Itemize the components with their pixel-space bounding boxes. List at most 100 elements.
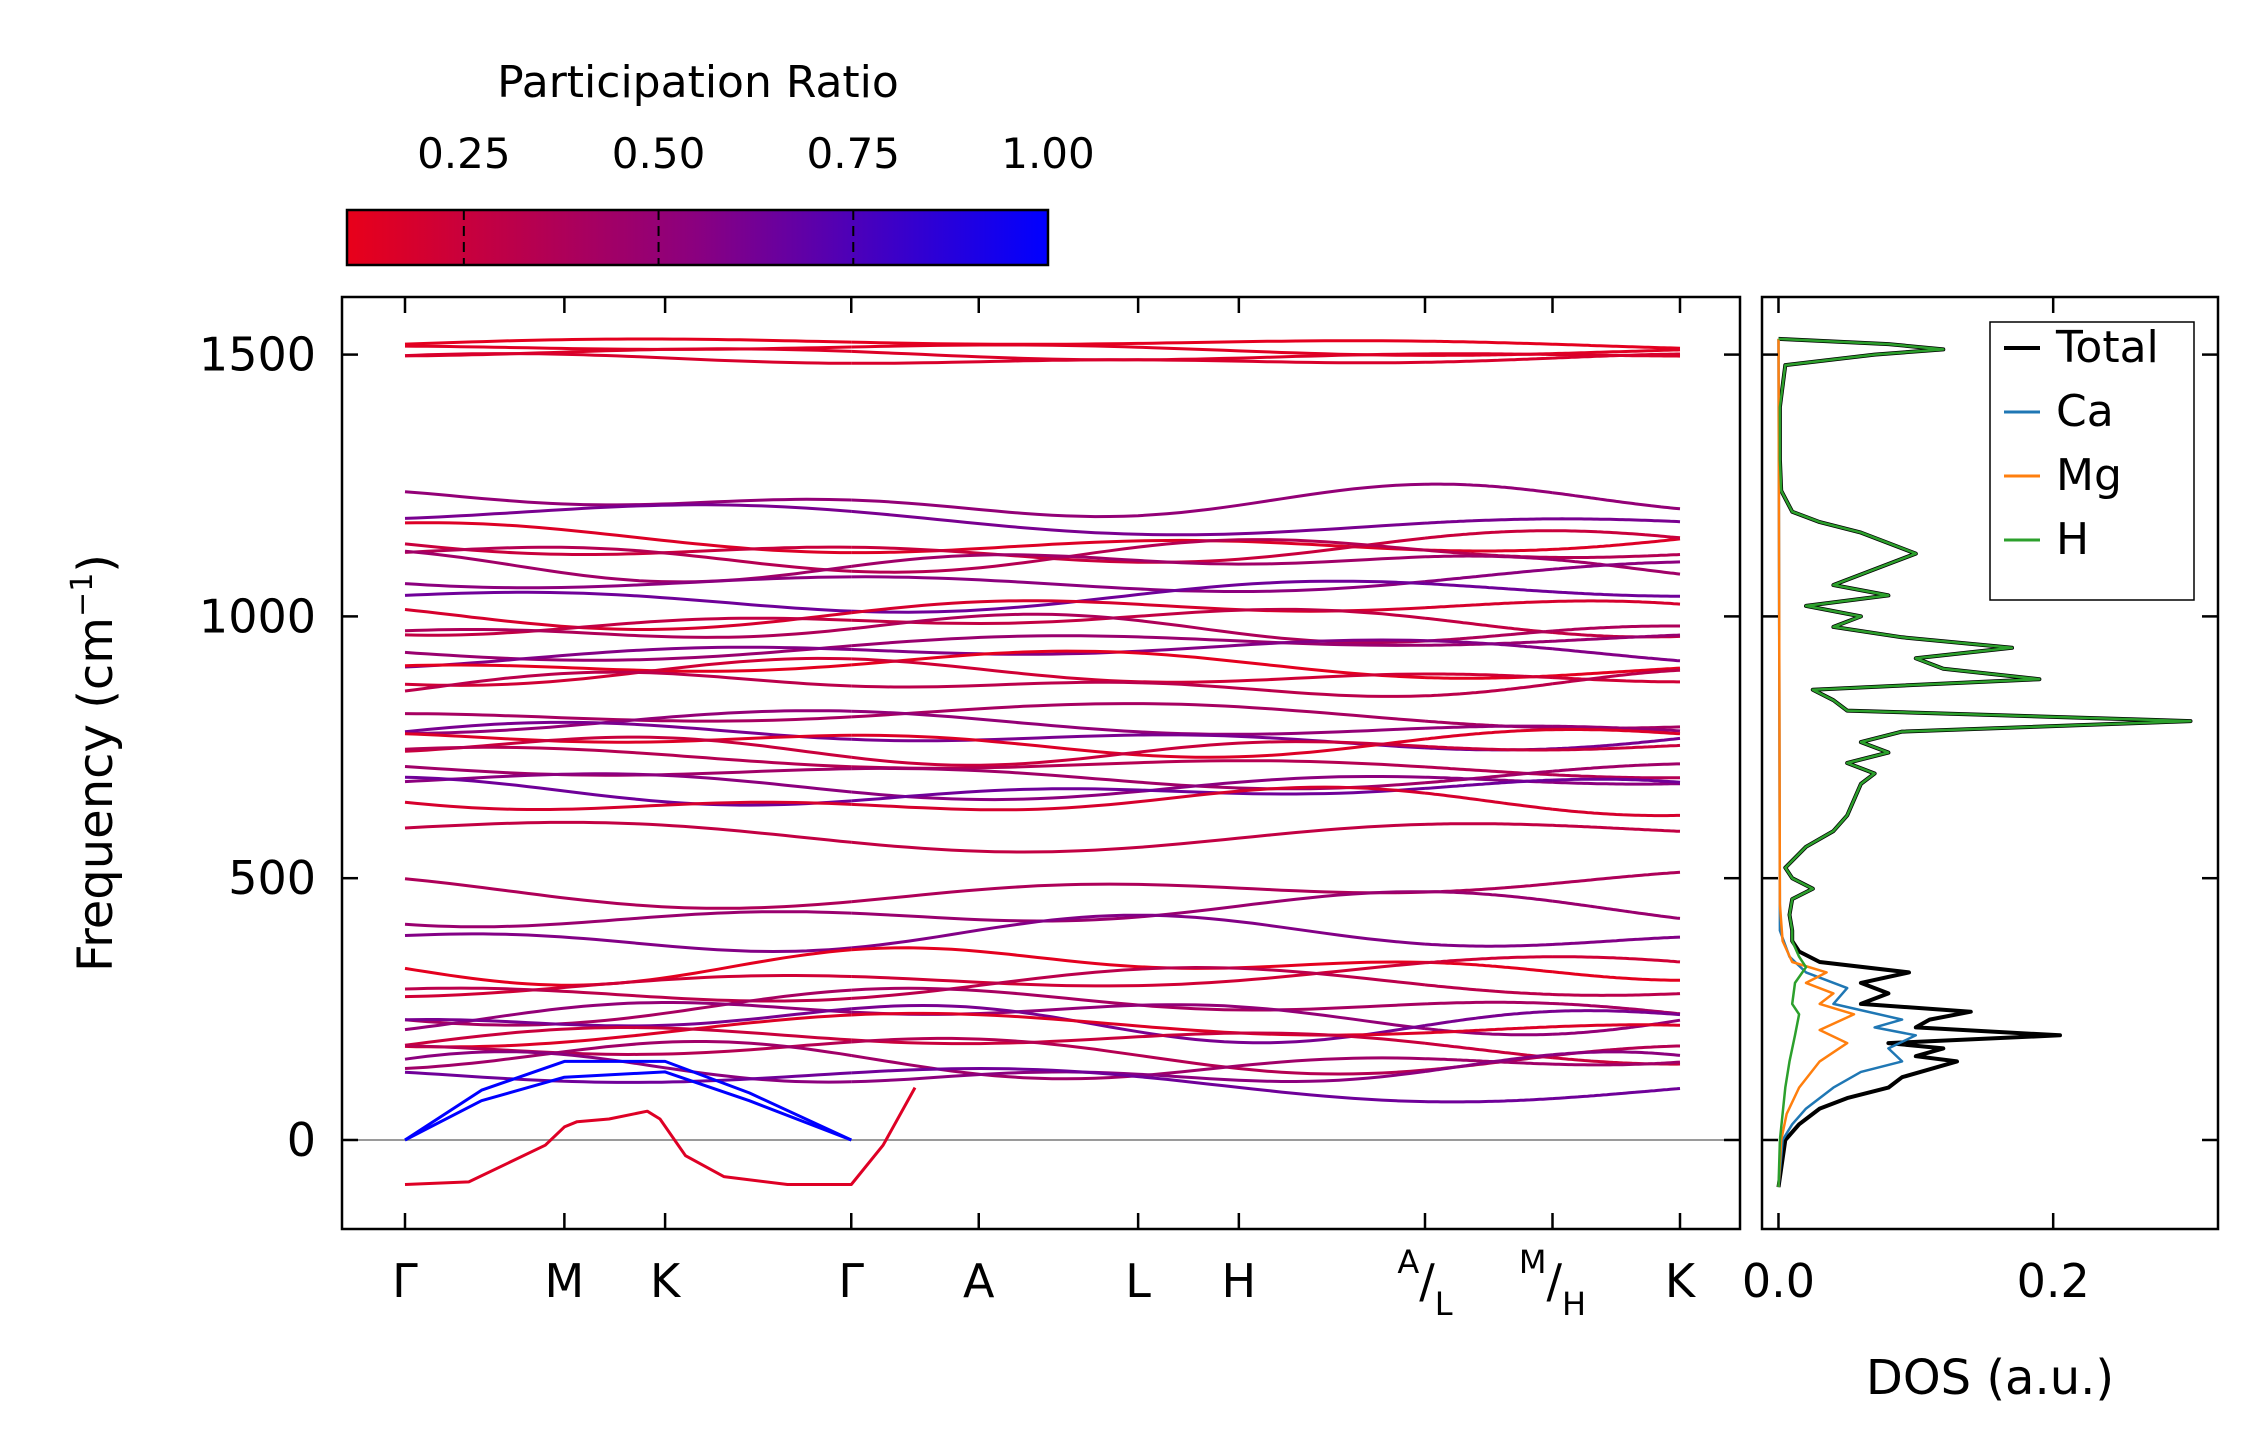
phonon-band [1552, 491, 1681, 511]
phonon-band [851, 961, 1426, 988]
k-point-label: Γ [838, 1254, 864, 1308]
phonon-band [1552, 1002, 1681, 1016]
phonon-band [1552, 676, 1680, 684]
phonon-band [851, 657, 1426, 684]
phonon-band [851, 766, 1426, 791]
k-point-label: L [1125, 1254, 1151, 1308]
phonon-band [404, 670, 852, 693]
phonon-band [1424, 1053, 1553, 1073]
phonon-band [404, 877, 852, 910]
dos-curve-mg [1777, 338, 1856, 1188]
phonon-band [1425, 960, 1553, 974]
phonon-band [1552, 935, 1681, 946]
band-structure-panel: Frequency (cm−1) 0 500 1000 1500 Γ M K Γ A L H A/L M… [65, 295, 1742, 1323]
k-point-label: Γ [392, 1254, 418, 1308]
phonon-band [1424, 955, 1553, 965]
phonon-band [404, 932, 852, 954]
phonon-band [404, 608, 852, 631]
phonon-band [404, 772, 852, 794]
phonon-band [1425, 672, 1553, 680]
legend-label: H [2056, 514, 2089, 565]
legend-box [1989, 321, 2195, 601]
phonon-band [851, 339, 1426, 346]
phonon-band [1552, 773, 1680, 780]
phonon-band [1424, 356, 1553, 364]
phonon-band [404, 545, 852, 573]
phonon-band [1424, 600, 1553, 610]
phonon-band [1424, 728, 1553, 741]
dos-panel: 0.0 0.2 DOS (a.u.) Total Ca Mg H [1742, 295, 2220, 1406]
phonon-band [851, 740, 1426, 767]
k-point-label: A/L [1397, 1243, 1452, 1323]
phonon-band [851, 638, 1426, 656]
y-tick-label: 1500 [199, 328, 316, 382]
phonon-band [851, 1070, 1426, 1084]
phonon-band [1424, 744, 1553, 752]
phonon-band [1552, 348, 1681, 356]
phonon-band [851, 946, 1426, 970]
phonon-band [404, 337, 852, 346]
phonon-band [404, 720, 852, 741]
phonon-band [1552, 668, 1681, 686]
phonon-band [851, 1066, 1426, 1104]
phonon-band [404, 542, 852, 556]
phonon-band [1552, 724, 1681, 733]
phonon-band [404, 820, 852, 844]
phonon-band [404, 627, 852, 639]
legend-label: Mg [2056, 450, 2122, 501]
phonon-band [404, 800, 852, 811]
acoustic-branch [404, 1070, 852, 1142]
phonon-band [1424, 1025, 1553, 1035]
phonon-band [851, 553, 1426, 568]
phonon-band [1552, 1060, 1681, 1067]
phonon-band [851, 607, 1426, 626]
acoustic-branch [404, 1059, 852, 1142]
phonon-band [1424, 778, 1553, 790]
k-point-label: K [1665, 1254, 1697, 1308]
phonon-band [404, 575, 852, 590]
phonon-band [851, 579, 1426, 614]
phonon-band [1424, 1009, 1553, 1027]
phonon-band [1424, 616, 1553, 634]
phonon-band [1552, 728, 1681, 736]
phonon-band [1424, 822, 1553, 827]
phonon-band [1552, 807, 1680, 818]
phonon-band [851, 1036, 1426, 1076]
legend: Total Ca Mg H [1989, 321, 2195, 601]
colorbar-tick-label: 1.00 [1001, 129, 1095, 178]
phonon-band [1552, 529, 1681, 540]
phonon-band [1552, 517, 1681, 524]
dos-curve-h [1777, 337, 2192, 1188]
phonon-band [404, 745, 852, 769]
dos-plot-frame [1760, 295, 2220, 1231]
phonon-band [404, 974, 852, 999]
phonon-band [404, 663, 852, 673]
phonon-band [1424, 942, 1553, 948]
phonon-band [404, 644, 852, 662]
y-tick-label: 500 [228, 851, 316, 905]
phonon-band [851, 1003, 1426, 1045]
phonon-band [1552, 970, 1680, 982]
phonon-band [851, 882, 1426, 904]
colorbar-tick-label: 0.25 [417, 129, 511, 178]
phonon-band [1552, 560, 1681, 571]
phonon-band [1552, 590, 1680, 598]
phonon-band [404, 490, 852, 507]
phonon-band [404, 616, 852, 637]
acoustic-branch [404, 1086, 917, 1186]
phonon-band [1552, 599, 1681, 606]
y-tick-label: 1000 [199, 589, 316, 643]
phonon-band [1424, 517, 1553, 525]
phonon-band [404, 988, 852, 1027]
phonon-band [404, 521, 852, 555]
phonon-band [404, 732, 852, 744]
phonon-band [851, 634, 1425, 648]
phonon-band [404, 1007, 852, 1028]
phonon-band [851, 509, 1426, 537]
phonon-band [1552, 955, 1681, 964]
phonon-band [851, 822, 1426, 854]
phonon-band [1424, 529, 1553, 540]
phonon-band [1552, 1023, 1680, 1029]
phonon-band [404, 549, 852, 584]
phonon-band [1552, 1009, 1681, 1017]
